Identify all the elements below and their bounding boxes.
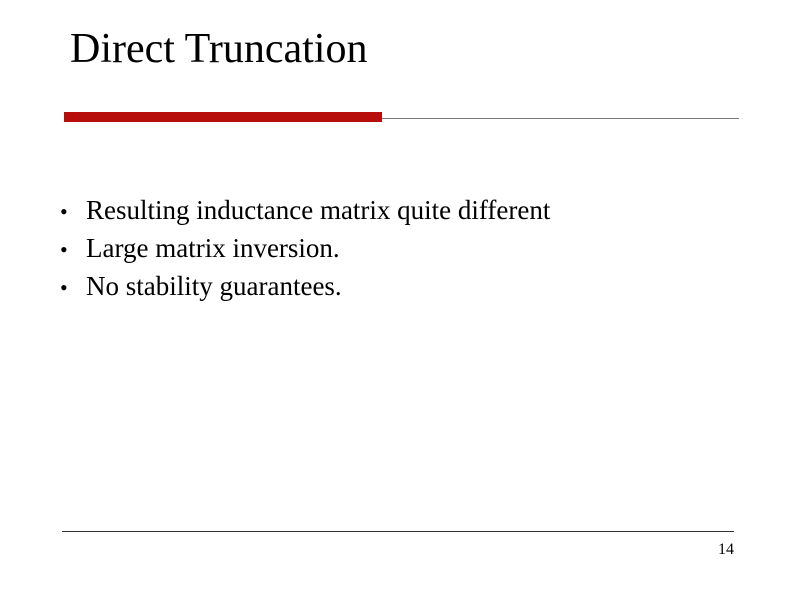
title-underline-red-bar — [64, 112, 382, 122]
bullet-text: Resulting inductance matrix quite differ… — [86, 193, 550, 229]
page-number: 14 — [718, 541, 734, 559]
slide: Direct Truncation • Resulting inductance… — [0, 0, 794, 595]
title-underline-gray-line — [382, 118, 739, 119]
bullet-dot-icon: • — [58, 273, 86, 302]
list-item: • Large matrix inversion. — [58, 231, 718, 267]
bullet-dot-icon: • — [58, 197, 86, 226]
bullet-dot-icon: • — [58, 235, 86, 264]
bullet-text: Large matrix inversion. — [86, 231, 340, 267]
footer-separator-line — [62, 531, 734, 532]
bullet-text: No stability guarantees. — [86, 269, 342, 305]
bullet-list: • Resulting inductance matrix quite diff… — [58, 193, 718, 307]
list-item: • Resulting inductance matrix quite diff… — [58, 193, 718, 229]
list-item: • No stability guarantees. — [58, 269, 718, 305]
slide-title: Direct Truncation — [70, 25, 367, 73]
